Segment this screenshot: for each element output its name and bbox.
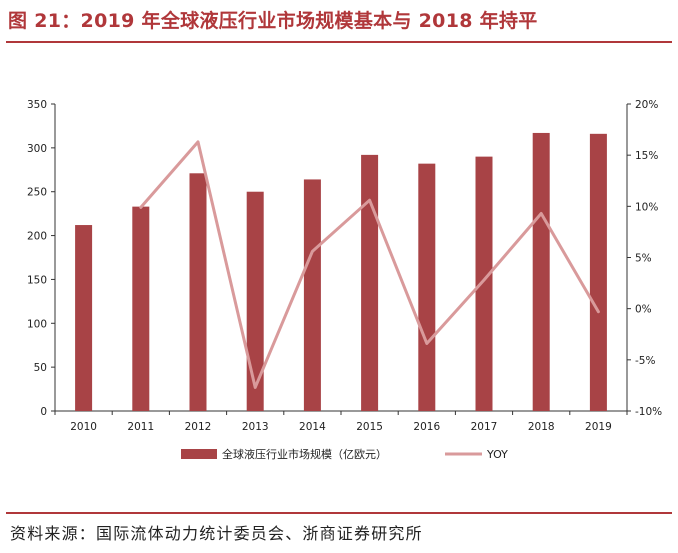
x-tick-label: 2015	[356, 421, 383, 433]
x-tick-label: 2012	[185, 421, 212, 433]
left-tick-label: 200	[27, 231, 47, 243]
left-tick-label: 100	[27, 318, 47, 330]
x-tick-label: 2016	[413, 421, 440, 433]
right-tick-label: 5%	[635, 253, 652, 265]
x-tick-label: 2019	[585, 421, 612, 433]
bar	[532, 132, 550, 411]
left-tick-label: 150	[27, 274, 47, 286]
x-tick-label: 2014	[299, 421, 326, 433]
bar	[418, 163, 436, 411]
right-tick-label: 20%	[635, 99, 658, 111]
legend-line-label: YOY	[486, 448, 508, 461]
bar	[361, 154, 379, 412]
chart-title: 图 21：2019 年全球液压行业市场规模基本与 2018 年持平	[8, 10, 538, 32]
bar	[475, 156, 493, 411]
legend-bar-swatch	[181, 449, 217, 459]
bar	[589, 133, 607, 411]
left-tick-label: 350	[27, 99, 47, 111]
x-tick-label: 2011	[127, 421, 154, 433]
title-rule	[6, 41, 672, 43]
x-tick-label: 2017	[471, 421, 498, 433]
right-tick-label: 0%	[635, 304, 652, 316]
left-tick-label: 300	[27, 143, 47, 155]
x-tick-label: 2010	[70, 421, 97, 433]
bar	[246, 191, 264, 411]
source-note: 资料来源：国际流体动力统计委员会、浙商证券研究所	[10, 524, 423, 543]
right-tick-label: 10%	[635, 201, 658, 213]
bar	[132, 206, 150, 411]
bar	[75, 225, 93, 411]
x-tick-label: 2013	[242, 421, 269, 433]
left-tick-label: 50	[34, 362, 47, 374]
left-tick-label: 0	[40, 406, 47, 418]
yoy-line	[139, 140, 600, 389]
x-tick-label: 2018	[528, 421, 555, 433]
source-rule	[6, 512, 672, 514]
right-tick-label: -10%	[635, 406, 662, 418]
bar	[303, 179, 321, 411]
bar	[189, 173, 207, 411]
legend-bar-label: 全球液压行业市场规模（亿欧元）	[222, 447, 387, 461]
right-tick-label: 15%	[635, 150, 658, 162]
right-tick-label: -5%	[635, 355, 655, 367]
left-tick-label: 250	[27, 187, 47, 199]
